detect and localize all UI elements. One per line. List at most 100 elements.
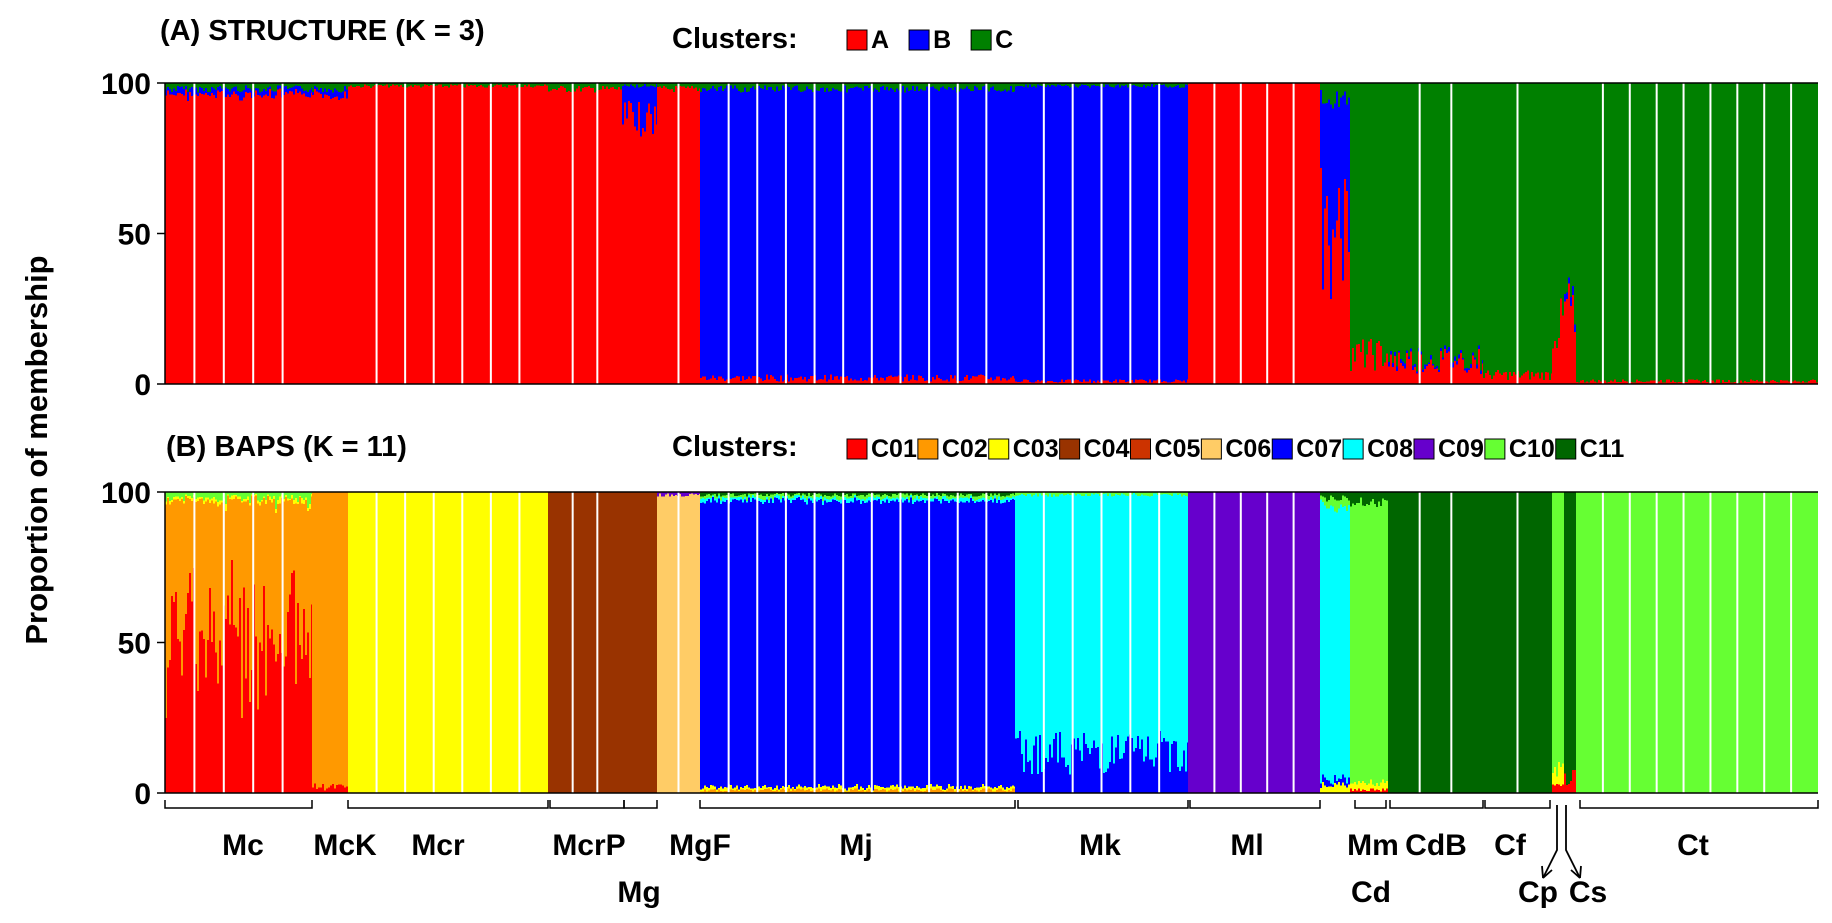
bar-segment	[1578, 382, 1580, 384]
bar-segment	[205, 87, 207, 93]
bar-segment	[346, 786, 348, 793]
bar-segment	[1157, 379, 1159, 384]
bar-segment	[360, 83, 362, 88]
bar-segment	[1676, 492, 1678, 793]
bar-segment	[838, 501, 840, 785]
bar-segment	[836, 83, 838, 90]
bar-segment	[1272, 83, 1274, 384]
bar-segment	[299, 496, 301, 646]
bar-segment	[229, 498, 231, 625]
bar-segment	[858, 87, 860, 381]
bar-segment	[640, 86, 642, 137]
bar-segment	[1680, 492, 1682, 793]
bar-segment	[309, 89, 311, 98]
bar-segment	[173, 95, 175, 385]
bar-segment	[1558, 83, 1560, 338]
bar-segment	[1010, 500, 1012, 787]
bar-segment	[1053, 738, 1055, 793]
bar-segment	[1033, 83, 1035, 86]
bar-segment	[938, 501, 940, 787]
bar-segment	[998, 83, 1000, 91]
bar-segment	[922, 499, 924, 788]
bar-segment	[492, 87, 494, 384]
group-label-ml: Ml	[1230, 829, 1263, 862]
bar-segment	[716, 91, 718, 380]
bar-segment	[1402, 83, 1404, 362]
bar-segment	[203, 94, 205, 384]
bar-group-cp	[1552, 492, 1564, 793]
bar-segment	[942, 789, 944, 791]
bar-segment	[1566, 298, 1568, 384]
bar-segment	[169, 83, 171, 90]
bar-segment	[1010, 83, 1012, 87]
bar-segment	[291, 91, 293, 384]
bar-segment	[926, 789, 928, 793]
bar-segment	[1340, 504, 1342, 780]
bar-segment	[898, 90, 900, 376]
bar-segment	[724, 88, 726, 382]
bar-segment	[512, 85, 514, 384]
bar-segment	[673, 495, 675, 793]
bar-segment	[1171, 87, 1173, 383]
bar-segment	[1141, 379, 1143, 384]
bar-segment	[748, 495, 750, 498]
bar-segment	[1428, 83, 1430, 363]
bar-segment	[982, 86, 984, 375]
bar-segment	[718, 787, 720, 790]
bar-segment	[932, 492, 934, 495]
bar-segment	[748, 83, 750, 92]
bar-segment	[1087, 83, 1089, 87]
bar-segment	[846, 493, 848, 499]
bar-segment	[681, 86, 683, 385]
bar-segment	[1398, 350, 1400, 353]
bar-segment	[322, 784, 324, 793]
bar-segment	[626, 118, 628, 384]
bar-segment	[978, 501, 980, 788]
bar-segment	[185, 83, 187, 86]
bar-segment	[1344, 777, 1346, 786]
bar-segment	[1368, 492, 1370, 505]
bar-segment	[1566, 83, 1568, 293]
bar-segment	[305, 497, 307, 501]
bar-segment	[1107, 83, 1109, 85]
bar-segment	[697, 83, 699, 92]
bar-segment	[952, 90, 954, 379]
bar-segment	[279, 503, 281, 634]
bar-segment	[273, 644, 275, 793]
bar-segment	[1328, 83, 1330, 100]
bar-segment	[1117, 84, 1119, 383]
bar-segment	[894, 494, 896, 499]
bar-segment	[878, 492, 880, 495]
bar-segment	[860, 492, 862, 496]
bar-segment	[968, 788, 970, 793]
bar-segment	[1167, 494, 1169, 742]
bar-segment	[534, 492, 536, 793]
bar-segment	[884, 493, 886, 498]
bar-segment	[1352, 791, 1354, 793]
bar-segment	[267, 87, 269, 97]
bar-segment	[1002, 83, 1004, 92]
bar-segment	[1382, 779, 1384, 789]
bar-segment	[1456, 492, 1458, 793]
bar-segment	[297, 602, 299, 793]
bar-segment	[930, 381, 932, 384]
bar-segment	[626, 83, 628, 86]
bar-segment	[922, 90, 924, 378]
bar-segment	[1662, 83, 1664, 383]
panel-a-legend-title: Clusters:	[672, 23, 798, 55]
bar-segment	[792, 83, 794, 88]
bar-segment	[1063, 495, 1065, 758]
bar-segment	[1169, 86, 1171, 383]
bar-segment	[241, 502, 243, 718]
bar-segment	[874, 495, 876, 499]
bar-segment	[832, 83, 834, 88]
bar-segment	[1117, 495, 1119, 736]
bar-segment	[177, 499, 179, 640]
bar-segment	[540, 86, 542, 385]
bar-segment	[191, 501, 193, 602]
bar-segment	[592, 83, 594, 88]
bar-segment	[1284, 83, 1286, 384]
bar-segment	[1740, 83, 1742, 381]
bar-segment	[1248, 492, 1250, 793]
bar-segment	[1031, 492, 1033, 497]
